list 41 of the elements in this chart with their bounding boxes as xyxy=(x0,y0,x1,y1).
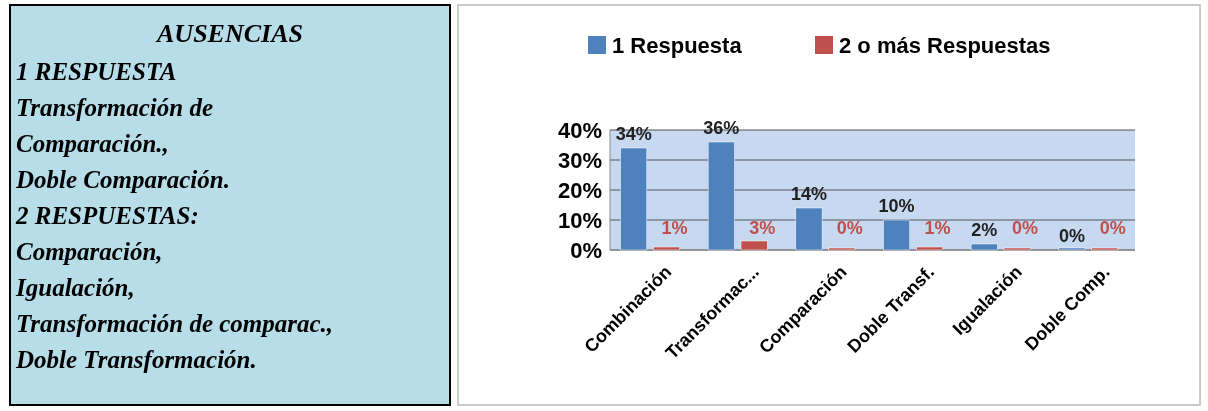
y-tick-label: 30% xyxy=(557,148,602,173)
bar xyxy=(828,247,856,251)
text: Transformación de comparac., xyxy=(16,310,334,337)
data-label: 10% xyxy=(878,196,915,216)
bar xyxy=(707,141,735,251)
data-label: 0% xyxy=(1058,226,1085,246)
data-label: 0% xyxy=(1099,218,1126,238)
data-label: 0% xyxy=(1012,218,1039,238)
legend-label: 1 Respuesta xyxy=(612,33,743,58)
data-label: 1% xyxy=(661,218,688,238)
text: Doble Transformación. xyxy=(15,346,257,373)
bar xyxy=(620,147,648,251)
data-label: 14% xyxy=(790,184,827,204)
bar xyxy=(1058,247,1086,251)
text: 1 RESPUESTA xyxy=(16,58,177,85)
text: Comparación, xyxy=(16,238,163,265)
text: Comparación., xyxy=(16,130,169,157)
bar xyxy=(795,207,823,251)
bar xyxy=(883,219,910,251)
text: 2 RESPUESTAS: xyxy=(15,202,199,229)
data-label: 34% xyxy=(615,124,652,144)
text: AUSENCIAS xyxy=(155,19,303,48)
y-tick-label: 20% xyxy=(557,178,602,203)
y-tick-label: 40% xyxy=(557,118,602,143)
y-tick-label: 0% xyxy=(570,238,602,263)
y-tick-label: 10% xyxy=(557,208,602,233)
bar xyxy=(1003,247,1031,251)
text: Doble Comparación. xyxy=(15,166,230,193)
bar xyxy=(1091,247,1119,251)
bar xyxy=(970,243,998,251)
bar xyxy=(916,246,943,251)
legend-label: 2 o más Respuestas xyxy=(839,33,1051,58)
text: Igualación, xyxy=(15,274,135,301)
bar xyxy=(740,240,768,251)
text: Transformación de xyxy=(16,94,213,121)
bar xyxy=(653,246,680,251)
data-label: 36% xyxy=(703,118,740,138)
data-label: 3% xyxy=(749,218,776,238)
data-label: 2% xyxy=(971,220,998,240)
data-label: 1% xyxy=(924,218,951,238)
data-label: 0% xyxy=(836,218,863,238)
